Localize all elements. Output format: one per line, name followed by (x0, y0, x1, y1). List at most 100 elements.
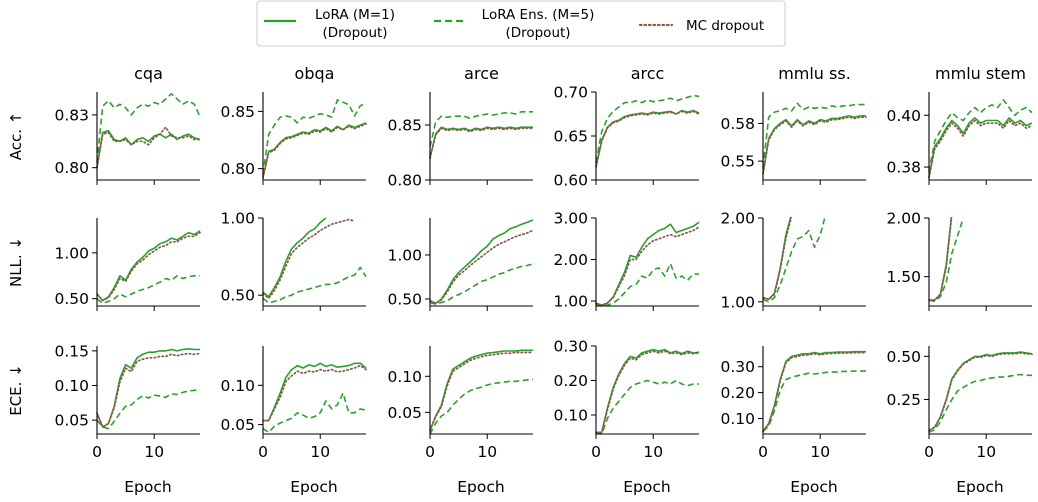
series-line-ens (262, 99, 367, 175)
series-line-ens (595, 94, 700, 163)
series-line-mc (262, 123, 367, 179)
series-line-lora (762, 115, 866, 174)
y-tick-label: 0.10 (54, 377, 89, 395)
legend-label-ens-line2: (Dropout) (505, 25, 570, 41)
series-line-ens (595, 262, 699, 307)
series-line-ens (96, 93, 201, 163)
y-tick-label: 0.83 (54, 106, 89, 124)
series-group (762, 102, 867, 175)
series-group (762, 217, 826, 303)
series-line-mc (429, 127, 534, 159)
y-tick-label: 0.80 (387, 172, 422, 190)
panel-mmlu-ss-row-1: 1.00 2.00 (720, 210, 866, 311)
y-tick-label: 1.00 (553, 293, 588, 311)
y-tick-label: 0.50 (387, 290, 422, 308)
series-line-mc (96, 352, 201, 428)
series-line-ens (928, 373, 1032, 434)
column-title-obqa: obqa (295, 64, 335, 83)
column-title-arcc: arcc (631, 64, 665, 83)
series-line-ens (96, 388, 201, 430)
x-axis-label: Epoch (290, 478, 337, 496)
y-tick-label: 1.00 (220, 210, 255, 228)
series-line-lora (762, 350, 866, 432)
panel-cqa-row-2: 0.05 0.10 0.15 0 10 Epoch (54, 342, 201, 496)
panel-mmlu-stem-row-2: 0.25 0.50 0 10 Epoch (886, 346, 1033, 496)
row-label-ece: ECE. ↓ (7, 364, 25, 416)
y-tick-label: 0.70 (553, 84, 588, 102)
y-tick-label: 0.58 (720, 115, 755, 133)
series-line-lora (929, 217, 953, 301)
panel-arcc-row-1: 1.00 2.00 3.00 (553, 210, 700, 311)
y-tick-label: 0.38 (886, 159, 921, 177)
series-line-mc (762, 116, 867, 175)
series-group (429, 111, 534, 159)
series-line-mc (96, 126, 201, 169)
series-line-mc (928, 217, 953, 301)
x-axis-label: Epoch (457, 478, 504, 496)
y-tick-label: 2.00 (720, 210, 755, 228)
y-tick-label: 0.50 (54, 290, 89, 308)
y-tick-label: 1.00 (720, 293, 755, 311)
row-label-acc: Acc. ↑ (7, 112, 25, 161)
legend-label-lora-line2: (Dropout) (322, 25, 387, 41)
series-line-lora (429, 349, 533, 431)
y-tick-label: 0.05 (387, 404, 422, 422)
series-line-mc (595, 226, 700, 307)
x-axis-label: Epoch (124, 478, 171, 496)
series-line-mc (96, 231, 201, 302)
y-tick-label: 0.40 (886, 107, 921, 125)
series-group (96, 230, 201, 305)
series-group (262, 217, 367, 304)
panel-cqa-row-0: 0.80 0.83 (54, 92, 201, 185)
series-group (595, 348, 700, 435)
panel-arce-row-0: 0.80 0.85 (387, 92, 534, 190)
y-tick-label: 2.00 (553, 251, 588, 269)
series-line-ens (928, 217, 965, 303)
series-group (262, 99, 367, 179)
x-tick-label: 10 (810, 443, 830, 461)
series-line-lora (429, 126, 533, 159)
panel-cqa-row-1: 0.50 1.00 (54, 218, 201, 311)
y-tick-label: 0.80 (54, 159, 89, 177)
legend: LoRA (M=1) (Dropout) LoRA Ens. (M=5) (Dr… (256, 0, 786, 47)
x-tick-label: 10 (643, 443, 663, 461)
series-line-ens (595, 379, 699, 435)
panel-arce-row-2: 0.05 0.10 0 10 Epoch (387, 346, 534, 496)
y-tick-label: 0.15 (54, 342, 89, 360)
panel-grid: cqa obqa arce arcc mmlu ss. mmlu stem Acc. ↑ NL… (7, 64, 1033, 496)
panel-mmlu-ss-row-0: 0.55 0.58 (720, 92, 867, 185)
y-tick-label: 0.55 (720, 153, 755, 171)
panel-mmlu-stem-row-1: 1.50 2.00 (886, 210, 1032, 311)
series-line-ens (262, 392, 367, 434)
x-axis-label: Epoch (956, 478, 1003, 496)
y-tick-label: 0.05 (54, 412, 89, 430)
y-tick-label: 0.20 (553, 372, 588, 390)
y-tick-label: 0.10 (387, 368, 422, 386)
series-group (928, 351, 1033, 434)
panel-arce-row-1: 0.50 1.00 (387, 218, 534, 311)
legend-label-mc: MC dropout (686, 18, 764, 34)
series-line-lora (429, 219, 534, 305)
panel-obqa-row-1: 0.50 1.00 (220, 210, 367, 311)
series-line-lora (928, 351, 1033, 432)
panel-arcc-row-0: 0.60 0.65 0.70 (553, 84, 700, 190)
series-line-ens (429, 263, 534, 305)
y-tick-label: 2.00 (886, 210, 921, 228)
panel-mmlu-stem-row-0: 0.38 0.40 (886, 92, 1033, 185)
y-tick-label: 3.00 (553, 210, 588, 228)
y-tick-label: 0.50 (220, 287, 255, 305)
series-line-ens (762, 217, 826, 303)
y-tick-label: 0.10 (553, 407, 588, 425)
panel-obqa-row-0: 0.80 0.85 (220, 92, 367, 185)
y-tick-label: 0.85 (220, 103, 255, 121)
y-tick-label: 0.30 (720, 358, 755, 376)
y-tick-label: 1.00 (387, 246, 422, 264)
column-title-mmlu-ss: mmlu ss. (778, 64, 851, 83)
series-group (762, 350, 867, 433)
x-tick-label: 10 (976, 443, 996, 461)
series-group (429, 219, 534, 305)
series-group (96, 348, 201, 430)
series-group (262, 362, 367, 434)
series-group (96, 93, 201, 169)
